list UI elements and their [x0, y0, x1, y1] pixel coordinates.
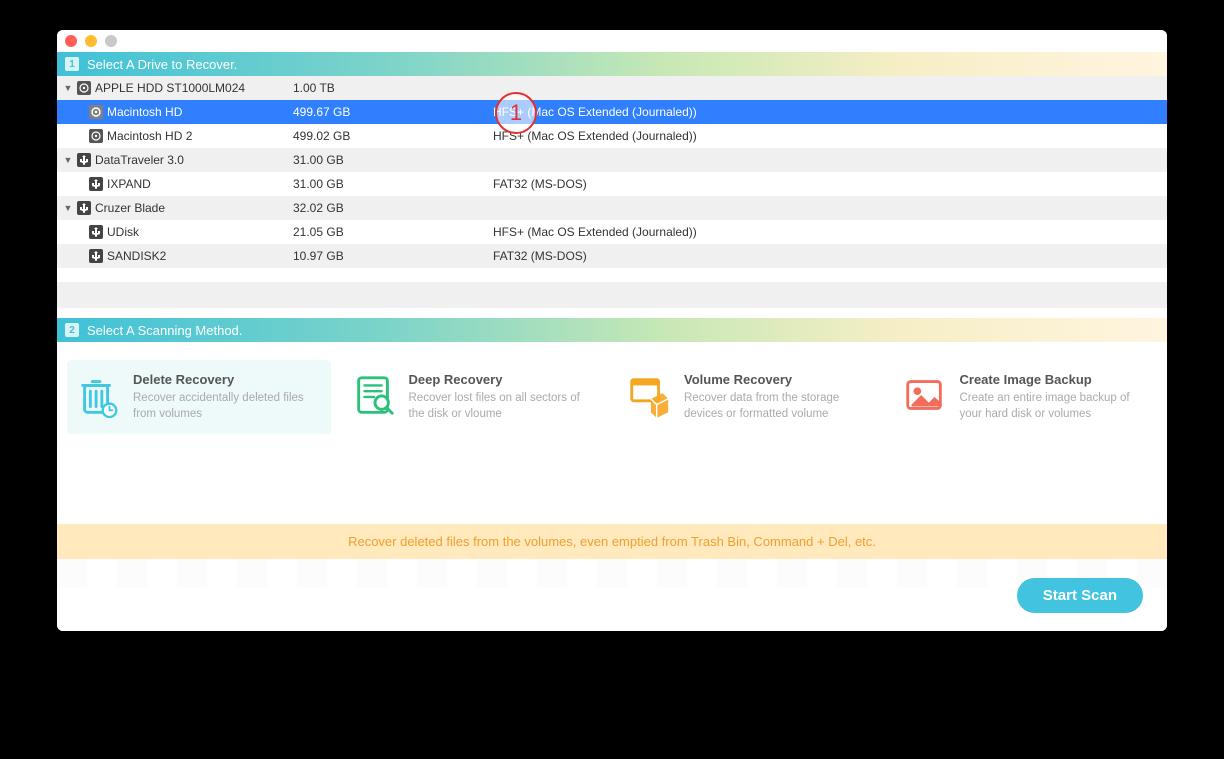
image-icon — [902, 372, 948, 418]
drive-format: FAT32 (MS-DOS) — [493, 177, 1167, 191]
drive-name: Macintosh HD — [107, 105, 182, 119]
section-2-header: 2 Select A Scanning Method. — [57, 318, 1167, 342]
start-scan-button[interactable]: Start Scan — [1017, 578, 1143, 613]
method-card[interactable]: Create Image Backup Create an entire imag… — [894, 360, 1158, 434]
usb-drive-icon — [89, 225, 103, 239]
drive-size: 1.00 TB — [293, 81, 493, 95]
minimize-button[interactable] — [85, 35, 97, 47]
method-title: Volume Recovery — [684, 372, 874, 387]
disclosure-triangle-icon[interactable]: ▼ — [63, 155, 73, 165]
drive-row[interactable]: UDisk 21.05 GBHFS+ (Mac OS Extended (Jour… — [57, 220, 1167, 244]
disk-drive-icon — [77, 81, 91, 95]
section-1-header: 1 Select A Drive to Recover. — [57, 52, 1167, 76]
drive-size: 32.02 GB — [293, 201, 493, 215]
drive-name: IXPAND — [107, 177, 151, 191]
drive-name: UDisk — [107, 225, 139, 239]
method-title: Delete Recovery — [133, 372, 323, 387]
hint-bar: Recover deleted files from the volumes, … — [57, 524, 1167, 559]
drive-list: ▼ APPLE HDD ST1000LM024 1.00 TB Macintosh H… — [57, 76, 1167, 268]
drive-row[interactable]: ▼ Cruzer Blade 32.02 GB — [57, 196, 1167, 220]
disk-drive-icon — [89, 129, 103, 143]
usb-drive-icon — [77, 201, 91, 215]
usb-drive-icon — [77, 153, 91, 167]
step-1-badge: 1 — [65, 57, 79, 71]
drive-size: 10.97 GB — [293, 249, 493, 263]
drive-name: Cruzer Blade — [95, 201, 165, 215]
method-desc: Recover accidentally deleted files from … — [133, 391, 323, 422]
drive-size: 499.02 GB — [293, 129, 493, 143]
app-window: 1 Select A Drive to Recover. ▼ APPLE HDD … — [57, 30, 1167, 631]
drive-format: HFS+ (Mac OS Extended (Journaled)) — [493, 129, 1167, 143]
drive-format: HFS+ (Mac OS Extended (Journaled)) — [493, 225, 1167, 239]
step-2-badge: 2 — [65, 323, 79, 337]
section-1-title: Select A Drive to Recover. — [87, 57, 237, 72]
maximize-button[interactable] — [105, 35, 117, 47]
drive-name: Macintosh HD 2 — [107, 129, 192, 143]
drive-name: DataTraveler 3.0 — [95, 153, 184, 167]
drive-format: FAT32 (MS-DOS) — [493, 249, 1167, 263]
annotation-circle-1: 1 — [495, 92, 537, 134]
method-title: Deep Recovery — [409, 372, 599, 387]
disclosure-triangle-icon[interactable]: ▼ — [63, 83, 73, 93]
method-card[interactable]: Deep Recovery Recover lost files on all s… — [343, 360, 607, 434]
usb-drive-icon — [89, 249, 103, 263]
scan-icon — [351, 372, 397, 418]
methods-grid: Delete Recovery Recover accidentally dele… — [57, 342, 1167, 524]
drive-size: 31.00 GB — [293, 153, 493, 167]
drive-row[interactable]: ▼ DataTraveler 3.0 31.00 GB — [57, 148, 1167, 172]
gap — [57, 268, 1167, 318]
drive-size: 21.05 GB — [293, 225, 493, 239]
drive-size: 31.00 GB — [293, 177, 493, 191]
drive-row[interactable]: Macintosh HD 499.67 GBHFS+ (Mac OS Extend… — [57, 100, 1167, 124]
drive-name: SANDISK2 — [107, 249, 166, 263]
method-title: Create Image Backup — [960, 372, 1150, 387]
drive-row[interactable]: IXPAND 31.00 GBFAT32 (MS-DOS) — [57, 172, 1167, 196]
drive-row[interactable]: SANDISK2 10.97 GBFAT32 (MS-DOS) — [57, 244, 1167, 268]
drive-name: APPLE HDD ST1000LM024 — [95, 81, 245, 95]
drive-row[interactable]: ▼ APPLE HDD ST1000LM024 1.00 TB — [57, 76, 1167, 100]
drive-size: 499.67 GB — [293, 105, 493, 119]
trash-icon — [75, 372, 121, 418]
box-icon — [626, 372, 672, 418]
method-card[interactable]: Delete Recovery Recover accidentally dele… — [67, 360, 331, 434]
titlebar — [57, 30, 1167, 52]
footer: Start Scan — [57, 559, 1167, 631]
method-desc: Create an entire image backup of your ha… — [960, 391, 1150, 422]
method-card[interactable]: Volume Recovery Recover data from the sto… — [618, 360, 882, 434]
drive-format: HFS+ (Mac OS Extended (Journaled)) — [493, 105, 1167, 119]
disclosure-triangle-icon[interactable]: ▼ — [63, 203, 73, 213]
method-desc: Recover lost files on all sectors of the… — [409, 391, 599, 422]
drive-row[interactable]: Macintosh HD 2 499.02 GBHFS+ (Mac OS Exte… — [57, 124, 1167, 148]
usb-drive-icon — [89, 177, 103, 191]
method-desc: Recover data from the storage devices or… — [684, 391, 874, 422]
close-button[interactable] — [65, 35, 77, 47]
disk-drive-icon — [89, 105, 103, 119]
section-2-title: Select A Scanning Method. — [87, 323, 242, 338]
